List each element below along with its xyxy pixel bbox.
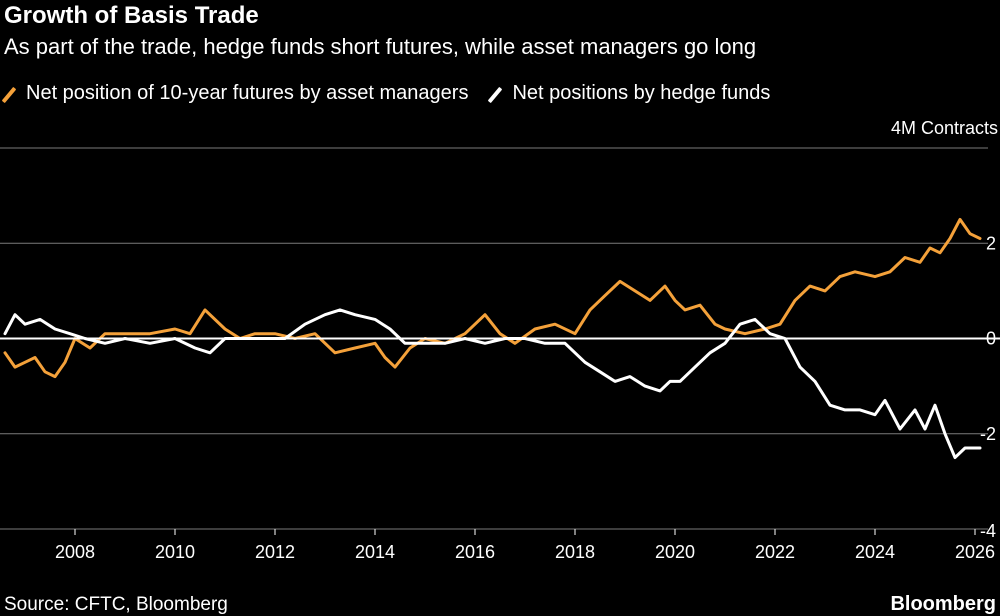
- source-note: Source: CFTC, Bloomberg: [4, 594, 228, 615]
- unit-label: 4M Contracts: [890, 118, 998, 138]
- x-tick-label-2010: 2010: [155, 542, 195, 562]
- x-tick-label-2018: 2018: [555, 542, 595, 562]
- x-tick-label-2012: 2012: [255, 542, 295, 562]
- chart-subtitle: As part of the trade, hedge funds short …: [4, 34, 757, 59]
- legend-label-asset-managers: Net position of 10-year futures by asset…: [26, 82, 469, 104]
- x-tick-label-2008: 2008: [55, 542, 95, 562]
- y-tick-label-2: 2: [986, 233, 996, 253]
- legend-item-asset-managers: Net position of 10-year futures by asset…: [4, 82, 468, 105]
- y-tick-label--2: -2: [980, 424, 996, 444]
- x-tick-label-2014: 2014: [355, 542, 395, 562]
- chart-title: Growth of Basis Trade: [4, 2, 259, 29]
- brand-logo: Bloomberg: [890, 593, 996, 615]
- x-tick-label-2026: 2026: [955, 542, 995, 562]
- x-tick-label-2020: 2020: [655, 542, 695, 562]
- x-tick-label-2024: 2024: [855, 542, 895, 562]
- legend-item-hedge-funds: Net positions by hedge funds: [490, 82, 770, 105]
- x-tick-label-2022: 2022: [755, 542, 795, 562]
- series-line-hedge-funds: [3, 308, 982, 460]
- y-tick-label--4: -4: [980, 521, 996, 541]
- legend-label-hedge-funds: Net positions by hedge funds: [512, 82, 771, 104]
- x-tick-label-2016: 2016: [455, 542, 495, 562]
- legend: Net position of 10-year futures by asset…: [4, 82, 792, 105]
